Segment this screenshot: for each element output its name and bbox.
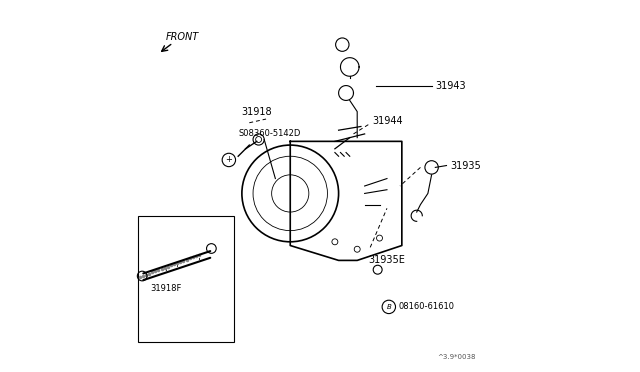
Text: 31943: 31943 — [435, 81, 466, 90]
Text: +: + — [225, 155, 232, 164]
Text: FRONT: FRONT — [166, 32, 199, 42]
Text: S08360-5142D: S08360-5142D — [238, 129, 301, 138]
Text: 31918: 31918 — [241, 107, 272, 116]
Bar — [138, 216, 234, 342]
Text: ^3.9*0038: ^3.9*0038 — [438, 354, 476, 360]
Text: 31935: 31935 — [450, 161, 481, 170]
Text: 31944: 31944 — [372, 116, 403, 126]
Text: 08160-61610: 08160-61610 — [398, 302, 454, 311]
Text: 31935E: 31935E — [369, 256, 405, 265]
Text: 31918F: 31918F — [150, 284, 181, 293]
Text: B: B — [387, 304, 391, 310]
